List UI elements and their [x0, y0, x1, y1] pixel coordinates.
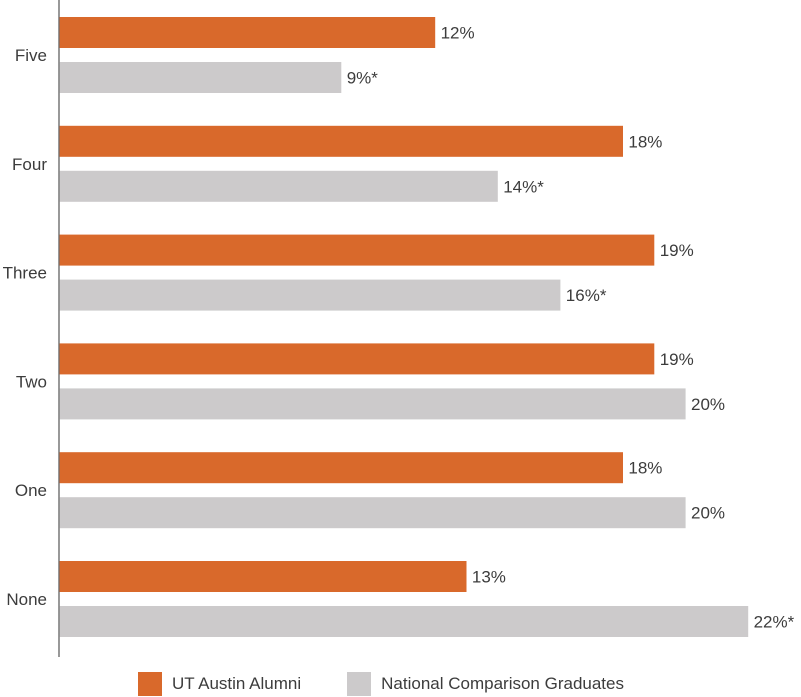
- bar-ut-austin-alumni-four: [59, 125, 624, 157]
- legend-item-ut-austin: UT Austin Alumni: [138, 672, 301, 696]
- legend-label-ut-austin: UT Austin Alumni: [172, 674, 302, 693]
- value-label-ut-austin-alumni-none: 13%: [472, 568, 506, 587]
- bar-national-comparison-graduates-none: [59, 606, 749, 637]
- category-label-none: None: [6, 590, 47, 609]
- bar-national-comparison-graduates-one: [59, 497, 686, 529]
- value-label-national-comparison-graduates-one: 20%: [691, 504, 725, 523]
- value-label-national-comparison-graduates-five: 9%*: [347, 69, 379, 88]
- bar-ut-austin-alumni-none: [59, 561, 467, 592]
- value-label-national-comparison-graduates-none: 22%*: [754, 613, 795, 632]
- category-label-five: Five: [15, 46, 47, 65]
- bar-national-comparison-graduates-two: [59, 388, 686, 420]
- value-label-ut-austin-alumni-two: 19%: [660, 350, 694, 369]
- value-label-ut-austin-alumni-three: 19%: [660, 241, 694, 260]
- value-label-national-comparison-graduates-three: 16%*: [566, 286, 607, 305]
- category-label-two: Two: [16, 372, 47, 391]
- bar-national-comparison-graduates-three: [59, 279, 561, 311]
- bar-ut-austin-alumni-five: [59, 17, 436, 48]
- category-label-three: Three: [3, 264, 47, 283]
- value-label-ut-austin-alumni-four: 18%: [628, 132, 662, 151]
- bar-ut-austin-alumni-two: [59, 343, 655, 375]
- bars-group: Five 12% 9%* Four 18% 14%* Three 19% 16%* Two 19% 2…: [3, 17, 795, 637]
- bar-ut-austin-alumni-three: [59, 234, 655, 266]
- category-label-four: Four: [12, 155, 47, 174]
- bar-national-comparison-graduates-five: [59, 62, 342, 93]
- legend-swatch-national: [347, 672, 372, 696]
- legend-swatch-ut-austin: [138, 672, 162, 696]
- value-label-national-comparison-graduates-four: 14%*: [503, 177, 544, 196]
- bar-ut-austin-alumni-one: [59, 452, 624, 484]
- legend-item-national: National Comparison Graduates: [347, 672, 624, 696]
- legend: UT Austin Alumni National Comparison Gra…: [138, 672, 670, 696]
- bar-national-comparison-graduates-four: [59, 170, 498, 202]
- legend-label-national: National Comparison Graduates: [381, 674, 624, 693]
- value-label-ut-austin-alumni-five: 12%: [441, 24, 475, 43]
- value-label-national-comparison-graduates-two: 20%: [691, 395, 725, 414]
- value-label-ut-austin-alumni-one: 18%: [628, 459, 662, 478]
- category-label-one: One: [15, 481, 47, 500]
